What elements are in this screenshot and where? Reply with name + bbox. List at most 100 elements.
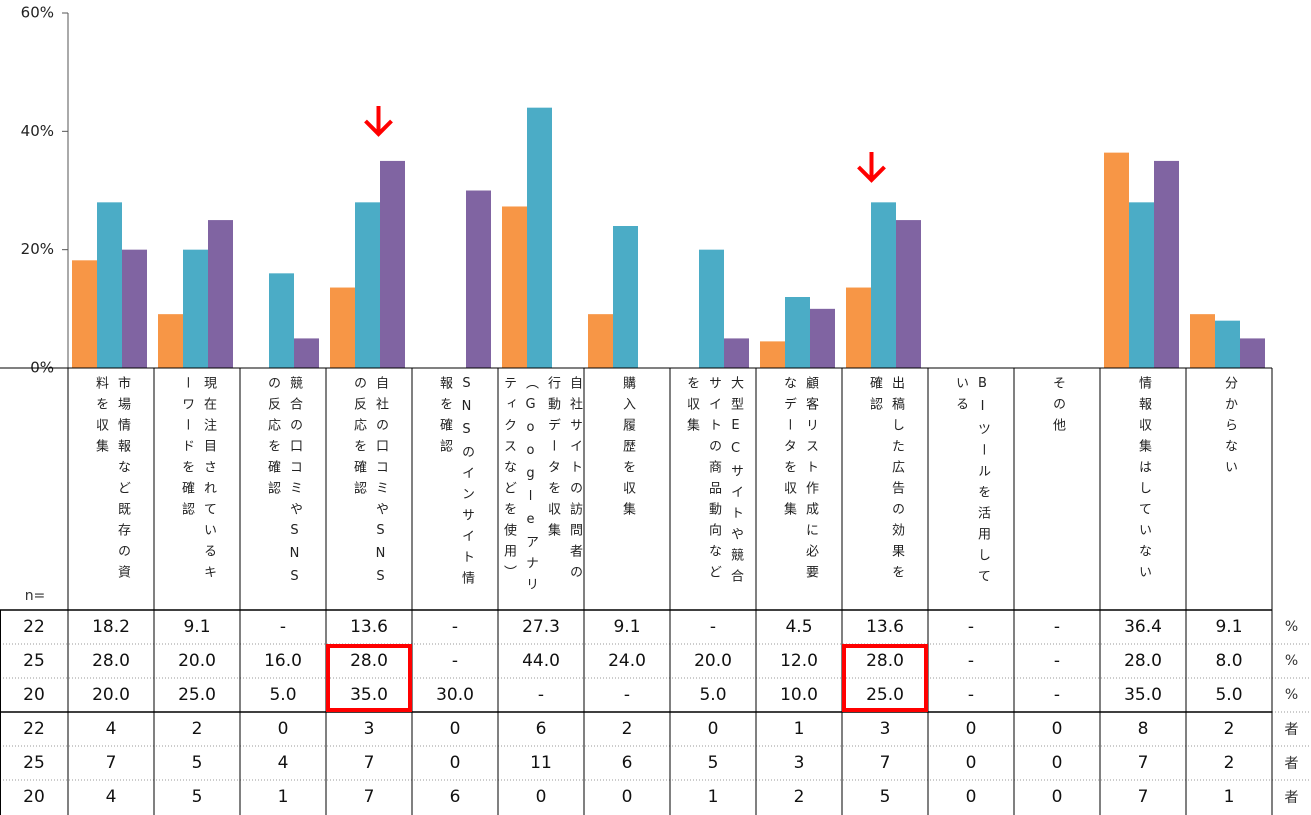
- bar: [466, 190, 491, 368]
- table-cell: 7: [363, 787, 375, 807]
- bar: [1129, 202, 1154, 368]
- n-cell: 22: [23, 719, 45, 739]
- table-cell: 13.6: [350, 617, 388, 637]
- category-label: 大型ECサイトや競合サイトの商品動向などを収集: [684, 376, 743, 590]
- table-cell: 10.0: [780, 685, 818, 705]
- unit-cell: 者: [1284, 722, 1299, 738]
- table-cell: 4: [105, 719, 117, 739]
- table-cell: 0: [965, 787, 977, 807]
- table-cell: 11: [530, 753, 552, 773]
- bar: [846, 287, 871, 368]
- table-cell: -: [967, 617, 975, 637]
- table-cell: -: [709, 617, 717, 637]
- unit-cell: %: [1284, 653, 1299, 669]
- bar: [785, 297, 810, 368]
- table-cell: 1: [277, 787, 289, 807]
- table-cell: -: [1053, 617, 1061, 637]
- table-cell: -: [1053, 651, 1061, 671]
- bar: [97, 202, 122, 368]
- y-tick-label: 40%: [21, 122, 54, 140]
- table-cell: 1: [1223, 787, 1235, 807]
- table-cell: -: [623, 685, 631, 705]
- bar: [1240, 338, 1265, 368]
- unit-cell: 者: [1284, 756, 1299, 772]
- table-cell: 2: [621, 719, 633, 739]
- table-cell: 25.0: [178, 685, 216, 705]
- bar: [502, 206, 527, 368]
- table-cell: 25.0: [866, 685, 904, 705]
- bar: [1154, 160, 1179, 368]
- table-cell: 27.3: [522, 617, 560, 637]
- n-cell: 22: [23, 617, 45, 637]
- bar: [588, 314, 613, 368]
- table-cell: 5: [191, 753, 203, 773]
- table-cell: 0: [707, 719, 719, 739]
- category-label: 顧客リスト作成に必要なデータを収集: [781, 376, 818, 586]
- table-cell: 0: [1051, 719, 1063, 739]
- table-cell: 44.0: [522, 651, 560, 671]
- highlight-box: [326, 644, 412, 712]
- table-cell: 5.0: [699, 685, 727, 705]
- table-cell: 35.0: [350, 685, 388, 705]
- table-cell: 2: [1223, 719, 1235, 739]
- y-tick-label: 60%: [21, 4, 54, 22]
- bar: [1190, 314, 1215, 368]
- table-cell: 20.0: [178, 651, 216, 671]
- table-cell: 0: [965, 719, 977, 739]
- category-label: 購入履歴を収集: [620, 376, 635, 523]
- table-cell: 3: [793, 753, 805, 773]
- n-cell: 20: [23, 787, 45, 807]
- bar: [269, 273, 294, 368]
- bar: [760, 341, 785, 368]
- category-label: 現在注目されているキーワードを確認: [179, 376, 216, 586]
- table-cell: 7: [1137, 753, 1149, 773]
- bar: [613, 226, 638, 368]
- bar: [896, 220, 921, 368]
- table-cell: -: [967, 651, 975, 671]
- bar: [724, 338, 749, 368]
- table-cell: 0: [1051, 787, 1063, 807]
- table-cell: 28.0: [92, 651, 130, 671]
- highlight-box: [842, 644, 928, 712]
- table-cell: 3: [879, 719, 891, 739]
- table-cell: -: [1053, 685, 1061, 705]
- table-cell: 8: [1137, 719, 1149, 739]
- bar: [122, 249, 147, 368]
- category-label: その他: [1050, 376, 1065, 439]
- n-cell: 25: [23, 753, 45, 773]
- bar: [208, 220, 233, 368]
- n-header: n=: [24, 588, 46, 604]
- table-cell: 20.0: [92, 685, 130, 705]
- table-cell: -: [967, 685, 975, 705]
- bar: [72, 260, 97, 368]
- table-cell: 24.0: [608, 651, 646, 671]
- bar: [330, 287, 355, 368]
- table-cell: 1: [793, 719, 805, 739]
- table-cell: 2: [793, 787, 805, 807]
- table-cell: 28.0: [350, 651, 388, 671]
- table-cell: 13.6: [866, 617, 904, 637]
- table-cell: -: [451, 617, 459, 637]
- unit-cell: 者: [1284, 790, 1299, 806]
- bar: [380, 160, 405, 368]
- bar: [1104, 152, 1129, 368]
- bar: [810, 308, 835, 368]
- table-cell: 7: [105, 753, 117, 773]
- table-cell: 28.0: [1124, 651, 1162, 671]
- bar: [355, 202, 380, 368]
- highlight-arrow: [364, 106, 393, 137]
- table-cell: 0: [449, 753, 461, 773]
- table-cell: -: [279, 617, 287, 637]
- y-tick-label: 20%: [21, 240, 54, 258]
- table-cell: 4.5: [785, 617, 813, 637]
- table-cell: 0: [621, 787, 633, 807]
- table-cell: 2: [1223, 753, 1235, 773]
- table-cell: 5: [191, 787, 203, 807]
- category-label: 情報収集はしていない: [1136, 376, 1151, 586]
- table-cell: 3: [363, 719, 375, 739]
- category-label: 競合の口コミやSNSの反応を確認: [265, 376, 302, 592]
- table-cell: 12.0: [780, 651, 818, 671]
- table-cell: 5: [707, 753, 719, 773]
- bar: [699, 249, 724, 368]
